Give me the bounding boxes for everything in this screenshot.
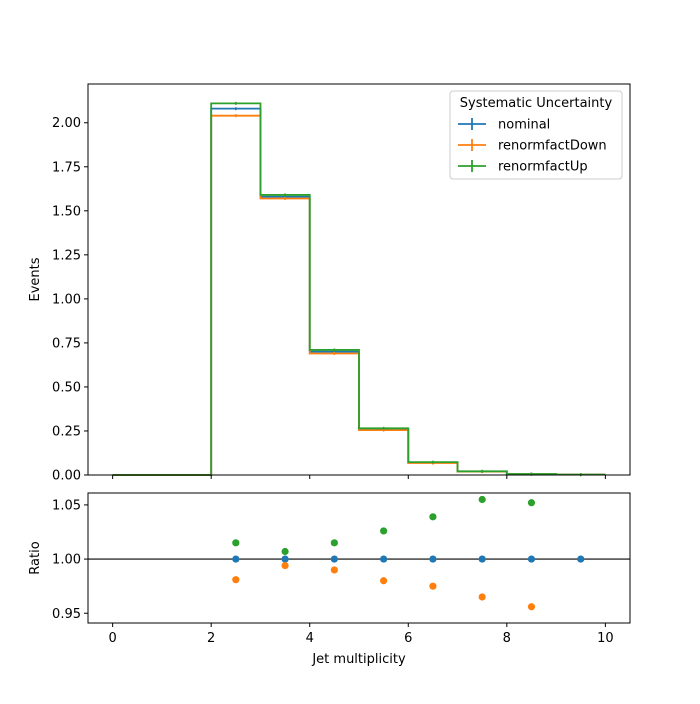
x-tick-label: 0 bbox=[108, 631, 116, 646]
ratio-point-renormfactUp bbox=[380, 527, 388, 535]
y-tick-label: 0.25 bbox=[52, 424, 81, 439]
x-axis-label: Jet multiplicity bbox=[311, 652, 406, 667]
ratio-panel: 0.95 1.00 1.05 0 2 4 6 8 10 Ratio Jet multiplic… bbox=[28, 492, 631, 667]
y-tick-label: 0.50 bbox=[52, 380, 81, 395]
y-tick-label: 1.25 bbox=[52, 248, 81, 263]
x-tick-label: 10 bbox=[597, 631, 614, 646]
ratio-point-renormfactUp bbox=[478, 495, 486, 504]
ratio-point-nominal bbox=[330, 555, 338, 563]
ratio-point-nominal bbox=[429, 555, 437, 563]
legend-label-nominal: nominal bbox=[498, 118, 550, 133]
ratio-point-renormfactUp bbox=[232, 539, 240, 547]
ratio-axes-frame bbox=[87, 492, 631, 624]
main-x-ticks bbox=[112, 475, 606, 479]
ratio-point-renormfactUp bbox=[429, 513, 437, 521]
ratio-point-nominal bbox=[527, 555, 536, 563]
legend-items: nominal renormfactDown renormfactUp bbox=[458, 118, 607, 175]
ratio-point-renormfactDown bbox=[232, 576, 240, 584]
ratio-point-renormfactUp bbox=[281, 547, 289, 556]
ratio-point-renormfactDown bbox=[478, 593, 486, 601]
ratio-point-renormfactUp bbox=[330, 539, 338, 547]
ratio-point-renormfactDown bbox=[281, 561, 289, 570]
y-tick-label: 1.05 bbox=[52, 498, 81, 513]
main-y-ticks: 0.00 0.25 0.50 0.75 1.00 1.25 1.50 1.75 2.00 bbox=[52, 116, 88, 484]
ratio-x-ticks: 0 2 4 6 8 10 bbox=[108, 623, 614, 646]
y-tick-label: 0.95 bbox=[52, 607, 81, 622]
ratio-point-renormfactDown bbox=[429, 582, 437, 590]
y-tick-label: 1.50 bbox=[52, 204, 81, 219]
ratio-y-axis-label: Ratio bbox=[28, 541, 43, 574]
y-tick-label: 2.00 bbox=[52, 116, 81, 131]
ratio-point-renormfactDown bbox=[330, 566, 338, 574]
ratio-point-nominal bbox=[577, 555, 585, 563]
x-tick-label: 2 bbox=[207, 631, 215, 646]
main-y-axis-label: Events bbox=[28, 257, 43, 301]
y-tick-label: 0.75 bbox=[52, 336, 81, 351]
x-tick-label: 6 bbox=[404, 631, 412, 646]
y-tick-label: 1.00 bbox=[52, 553, 81, 568]
legend-title: Systematic Uncertainty bbox=[460, 96, 613, 111]
ratio-point-nominal bbox=[380, 555, 388, 563]
main-panel: 0.00 0.25 0.50 0.75 1.00 1.25 1.50 1.75 2.00 Eve… bbox=[28, 83, 631, 484]
legend: Systematic Uncertainty nominal renormfact… bbox=[449, 90, 623, 180]
main-axes-frame bbox=[87, 83, 631, 476]
ratio-point-renormfactDown bbox=[527, 603, 536, 611]
ratio-point-renormfactUp bbox=[527, 499, 536, 507]
ratio-point-nominal bbox=[281, 555, 289, 563]
histogram-steps bbox=[112, 101, 606, 477]
legend-label-renormfactUp: renormfactUp bbox=[498, 160, 588, 175]
y-tick-label: 1.75 bbox=[52, 160, 81, 175]
ratio-point-nominal bbox=[478, 555, 486, 563]
x-tick-label: 4 bbox=[306, 631, 314, 646]
ratio-point-renormfactDown bbox=[380, 577, 388, 585]
ratio-points bbox=[232, 495, 585, 611]
legend-box bbox=[449, 90, 623, 180]
legend-label-renormfactDown: renormfactDown bbox=[498, 139, 607, 154]
x-tick-label: 8 bbox=[503, 631, 511, 646]
ratio-point-nominal bbox=[232, 555, 240, 563]
ratio-y-ticks: 0.95 1.00 1.05 bbox=[52, 498, 88, 622]
y-tick-label: 1.00 bbox=[52, 292, 81, 307]
y-tick-label: 0.00 bbox=[52, 469, 81, 484]
histogram-step-renormfactUp bbox=[112, 102, 606, 476]
